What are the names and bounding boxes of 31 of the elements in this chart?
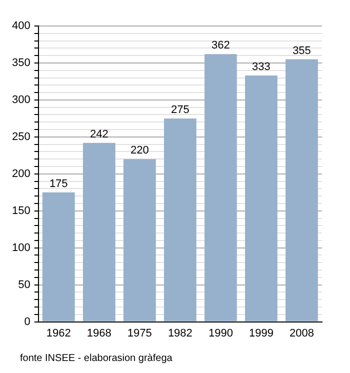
bar — [164, 118, 196, 322]
bar — [82, 142, 116, 322]
x-tick-label: 1982 — [168, 327, 192, 340]
y-tick-label: 150 — [12, 204, 30, 217]
x-tick-label: 1990 — [208, 327, 233, 340]
bar — [123, 159, 156, 322]
y-tick-label: 350 — [12, 57, 30, 70]
x-tick-label: 2008 — [289, 327, 314, 340]
bar — [245, 76, 278, 322]
bar — [204, 54, 237, 322]
x-tick-label: 1999 — [248, 327, 274, 340]
data-label: 362 — [212, 40, 230, 52]
x-tick-label: 1962 — [46, 327, 71, 340]
y-tick-label: 250 — [12, 130, 30, 143]
bar — [42, 192, 75, 322]
y-tick-label: 400 — [12, 20, 30, 32]
x-tick-label: 1968 — [86, 327, 112, 340]
data-label: 333 — [252, 61, 270, 74]
x-tick-label: 1975 — [127, 327, 152, 340]
source-note: fonte INSEE - elaborasion gràfega — [20, 353, 172, 364]
data-label: 242 — [90, 128, 108, 140]
data-label: 175 — [49, 178, 68, 190]
bar — [286, 59, 318, 322]
y-tick-label: 50 — [18, 278, 30, 291]
data-label: 355 — [292, 44, 311, 57]
y-tick-label: 200 — [12, 168, 30, 180]
data-label: 275 — [170, 104, 190, 116]
y-tick-label: 0 — [24, 316, 30, 328]
data-label: 220 — [130, 144, 149, 157]
y-tick-label: 100 — [12, 242, 30, 254]
y-tick-label: 300 — [12, 94, 30, 106]
